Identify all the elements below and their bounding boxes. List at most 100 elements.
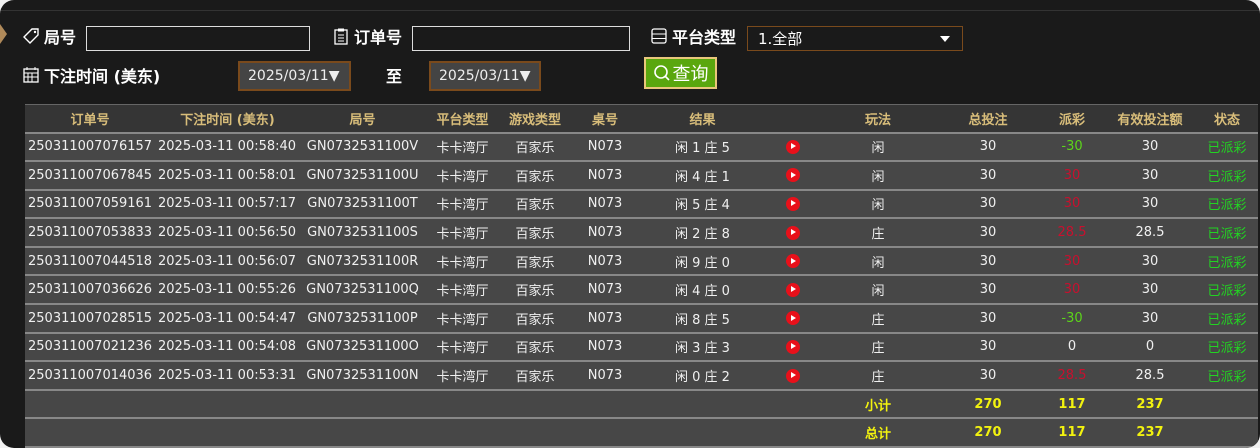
table-header: 订单号 下注时间 (美东) 局号 平台类型 游戏类型 桌号 结果 玩法 总投注 派彩 有效投注额 状态 [25,104,1258,134]
date-from-select[interactable]: 2025/03/11▼ [238,61,351,91]
play-video-icon[interactable] [785,225,800,240]
cell-valid: 30 [1104,275,1196,306]
cell-round: GN0732531100V [300,132,425,163]
order-label-text: 订单号 [354,28,403,47]
cell-order: 250311007044518 [25,246,155,277]
cell-platform: 卡卡湾厅 [425,361,500,391]
cell-order: 250311007067845 [25,161,155,191]
video-cell [765,189,820,220]
cell-result: 闲 0 庄 2 [640,361,765,391]
column-header: 游戏类型 [500,104,570,134]
cell-platform: 卡卡湾厅 [425,132,500,163]
cell-payout: -30 [1040,304,1104,334]
column-header: 玩法 [820,104,936,134]
cell-status: 已派彩 [1196,189,1258,220]
cell-status: 已派彩 [1196,132,1258,163]
cell-table: N073 [570,132,640,163]
cell-play: 闲 [820,246,936,277]
cell-time: 2025-03-11 00:54:47 [155,304,300,334]
cell-bet: 30 [936,246,1040,277]
cell-valid: 0 [1104,332,1196,363]
play-video-icon[interactable] [785,254,800,269]
platform-select[interactable]: 1.全部 [747,26,963,51]
cell-platform: 卡卡湾厅 [425,246,500,277]
to-label: 至 [386,67,403,86]
play-video-icon[interactable] [785,339,800,354]
cell-payout: -30 [1040,132,1104,163]
column-header: 有效投注额 [1104,104,1196,134]
query-button[interactable]: 查询 [644,57,717,89]
cell-round: GN0732531100T [300,189,425,220]
order-input[interactable] [412,26,630,51]
table-row: 250311007021236 2025-03-11 00:54:08 GN0732… [25,332,1258,363]
cell-round: GN0732531100P [300,304,425,334]
table-row: 250311007036626 2025-03-11 00:55:26 GN0732… [25,275,1258,306]
search-icon [653,65,670,81]
cell-game: 百家乐 [500,361,570,391]
cell-platform: 卡卡湾厅 [425,218,500,248]
empty-cell [25,418,820,448]
play-video-icon[interactable] [785,168,800,183]
tag-icon [23,28,39,44]
empty-cell [1196,389,1258,420]
round-input[interactable] [86,26,310,51]
cell-valid: 30 [1104,132,1196,163]
cell-time: 2025-03-11 00:58:40 [155,132,300,163]
table-row: 250311007059161 2025-03-11 00:57:17 GN0732… [25,189,1258,220]
cell-round: GN0732531100Q [300,275,425,306]
table-row: 250311007028515 2025-03-11 00:54:47 GN0732… [25,304,1258,334]
cell-time: 2025-03-11 00:58:01 [155,161,300,191]
subtotal-payout: 117 [1040,389,1104,420]
cell-game: 百家乐 [500,189,570,220]
cell-round: GN0732531100S [300,218,425,248]
column-header: 下注时间 (美东) [155,104,300,134]
subtotal-label: 小计 [820,389,936,420]
cell-time: 2025-03-11 00:57:17 [155,189,300,220]
play-video-icon[interactable] [785,368,800,383]
cell-play: 庄 [820,361,936,391]
cell-order: 250311007014036 [25,361,155,391]
round-label-text: 局号 [44,28,77,47]
column-header: 局号 [300,104,425,134]
list-icon [651,28,667,44]
cell-game: 百家乐 [500,218,570,248]
video-cell [765,161,820,191]
cell-time: 2025-03-11 00:55:26 [155,275,300,306]
total-row: 总计 270 117 237 [25,418,1258,448]
total-label: 总计 [820,418,936,448]
cell-round: GN0732531100N [300,361,425,391]
cell-table: N073 [570,246,640,277]
video-cell [765,275,820,306]
cell-result: 闲 4 庄 0 [640,275,765,306]
round-label: 局号 [22,24,76,48]
cell-payout: 30 [1040,246,1104,277]
cell-status: 已派彩 [1196,161,1258,191]
cell-bet: 30 [936,189,1040,220]
cell-round: GN0732531100U [300,161,425,191]
date-to-select[interactable]: 2025/03/11▼ [429,61,541,91]
cell-valid: 30 [1104,304,1196,334]
cell-valid: 30 [1104,189,1196,220]
cell-valid: 30 [1104,161,1196,191]
order-label: 订单号 [332,24,402,48]
play-video-icon[interactable] [785,196,800,211]
subtotal-valid: 237 [1104,389,1196,420]
total-valid: 237 [1104,418,1196,448]
play-video-icon[interactable] [785,282,800,297]
cell-game: 百家乐 [500,132,570,163]
cell-payout: 28.5 [1040,218,1104,248]
column-header: 结果 [640,104,765,134]
play-video-icon[interactable] [785,139,800,154]
cell-order: 250311007028515 [25,304,155,334]
video-cell [765,246,820,277]
empty-cell [25,389,820,420]
cell-play: 闲 [820,132,936,163]
table-row: 250311007014036 2025-03-11 00:53:31 GN0732… [25,361,1258,391]
platform-select-value: 1.全部 [758,30,803,48]
play-video-icon[interactable] [785,311,800,326]
cell-order: 250311007036626 [25,275,155,306]
cell-platform: 卡卡湾厅 [425,189,500,220]
cell-table: N073 [570,161,640,191]
column-header [765,104,820,134]
